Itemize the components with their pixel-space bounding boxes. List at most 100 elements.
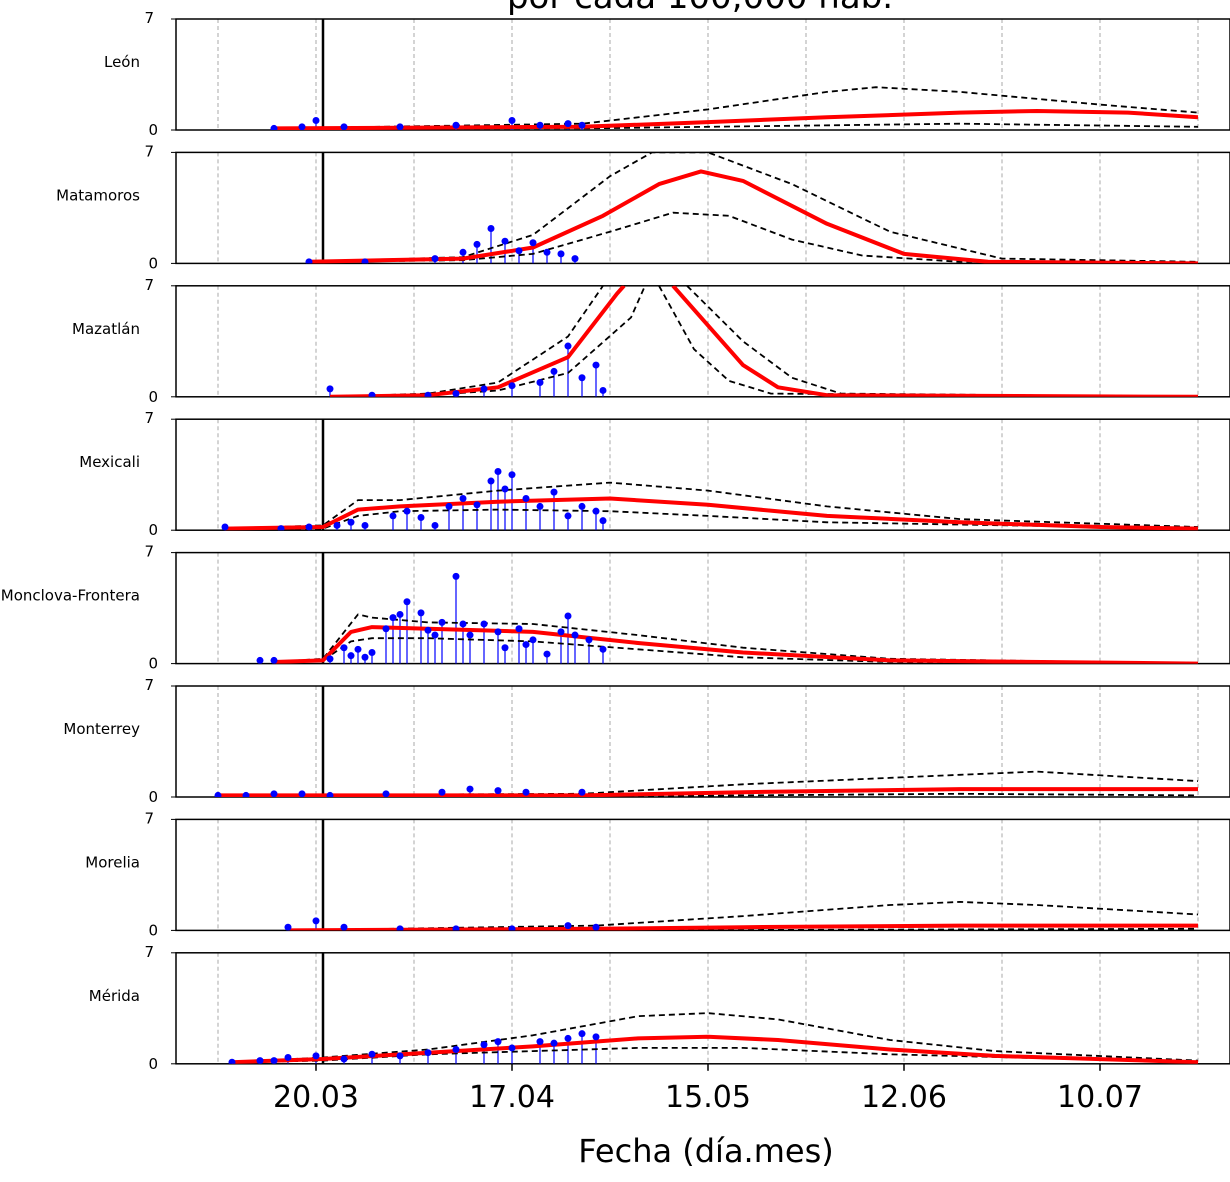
observed-point-1 <box>312 917 320 925</box>
observed-point-24 <box>529 636 537 644</box>
panel-plot-area <box>228 952 1199 1064</box>
xtick-label-0: 20.03 <box>273 1080 359 1115</box>
observed-point-11 <box>403 598 411 606</box>
observed-point-21 <box>501 644 509 652</box>
observed-point-5 <box>361 521 369 529</box>
observed-point-1 <box>242 791 250 797</box>
observed-point-17 <box>592 1033 600 1041</box>
estimate-curve <box>218 787 1198 797</box>
observed-point-11 <box>494 1038 502 1046</box>
upper-bound <box>273 86 1199 130</box>
estimate-curve <box>329 285 626 397</box>
observed-point-22 <box>592 507 600 515</box>
lower-bound <box>218 792 1199 797</box>
panel-6: 7 0 Morelia <box>85 809 1230 939</box>
observed-point-3 <box>333 521 341 529</box>
observed-point-4 <box>312 1052 320 1060</box>
observed-point-8 <box>564 342 572 350</box>
observed-point-8 <box>564 120 572 128</box>
observed-point-9 <box>543 248 551 256</box>
observed-point-2 <box>340 923 348 931</box>
observed-point-0 <box>221 523 229 531</box>
observed-point-21 <box>578 502 586 510</box>
observed-point-9 <box>389 614 397 622</box>
observed-point-5 <box>487 225 495 233</box>
lower-bound <box>273 637 1199 664</box>
observed-point-9 <box>452 1046 460 1054</box>
observed-point-20 <box>494 628 502 636</box>
observed-point-2 <box>305 523 313 531</box>
observed-point-11 <box>459 494 467 502</box>
observed-point-4 <box>347 518 355 526</box>
lower-bound-descent <box>658 285 1199 397</box>
ytick-label-top: 7 <box>144 809 154 827</box>
panel-frame <box>175 685 1230 798</box>
observed-point-6 <box>361 653 369 661</box>
observed-point-28 <box>571 631 579 639</box>
upper-bound <box>287 901 1199 931</box>
x-axis-label: Fecha (día.mes) <box>578 1132 833 1170</box>
observed-point-2 <box>312 116 320 124</box>
lower-bound <box>329 285 646 397</box>
observed-point-0 <box>256 656 264 664</box>
observed-point-4 <box>480 385 488 393</box>
panel-plot-area <box>326 285 1199 397</box>
xtick-label-4: 10.07 <box>1057 1080 1143 1115</box>
ytick-label-top: 7 <box>144 943 154 961</box>
ytick-label-bottom: 0 <box>148 921 158 939</box>
observed-point-4 <box>326 791 334 797</box>
observed-point-7 <box>403 507 411 515</box>
observed-point-6 <box>438 788 446 796</box>
panel-frame <box>175 285 1230 398</box>
estimate-curve <box>273 109 1199 130</box>
observed-point-0 <box>228 1058 236 1064</box>
panel-5: 7 0 Monterrey <box>63 676 1230 806</box>
observed-point-6 <box>564 922 572 930</box>
observed-point-6 <box>508 116 516 124</box>
observed-point-16 <box>452 572 460 580</box>
lower-bound <box>308 211 1199 264</box>
observed-point-2 <box>424 391 432 397</box>
observed-point-16 <box>578 1030 586 1038</box>
observed-point-7 <box>550 367 558 375</box>
observed-point-18 <box>466 631 474 639</box>
observed-point-23 <box>522 641 530 649</box>
observed-point-19 <box>550 488 558 496</box>
ytick-label-bottom: 0 <box>148 1055 158 1073</box>
panel-plot-area <box>305 152 1199 264</box>
x-axis: 20.03 17.04 15.05 12.06 10.07 <box>273 1063 1143 1115</box>
panel-0: 7 0 León <box>104 9 1230 139</box>
observed-point-3 <box>396 925 404 931</box>
observed-point-3 <box>340 644 348 652</box>
observed-point-26 <box>557 628 565 636</box>
observed-point-6 <box>389 512 397 520</box>
observed-point-13 <box>424 626 432 634</box>
lower-bound <box>231 1047 1199 1064</box>
observed-point-5 <box>508 382 516 390</box>
panel-frame <box>175 151 1230 265</box>
observed-point-6 <box>368 1050 376 1058</box>
estimate-curve <box>308 169 1199 264</box>
panel-frame <box>175 952 1230 1065</box>
panel-label: Mexicali <box>79 453 140 471</box>
observed-point-18 <box>536 502 544 510</box>
observed-point-6 <box>536 379 544 387</box>
observed-point-3 <box>459 248 467 256</box>
observed-point-7 <box>396 1052 404 1060</box>
panel-label: Mérida <box>89 987 140 1005</box>
observed-point-3 <box>340 123 348 130</box>
observed-point-14 <box>494 468 502 476</box>
ytick-label-bottom: 0 <box>148 121 158 139</box>
observed-point-10 <box>445 502 453 510</box>
observed-point-7 <box>592 923 600 931</box>
observed-point-17 <box>522 494 530 502</box>
panel-plot-area <box>256 552 1199 664</box>
observed-point-17 <box>459 620 467 628</box>
panel-frame <box>175 418 1230 531</box>
xtick-label-1: 17.04 <box>469 1080 555 1115</box>
panel-frame <box>175 551 1230 665</box>
observed-point-2 <box>270 1057 278 1064</box>
observed-point-13 <box>536 1038 544 1046</box>
observed-point-8 <box>424 1049 432 1057</box>
upper-bound <box>329 285 604 397</box>
